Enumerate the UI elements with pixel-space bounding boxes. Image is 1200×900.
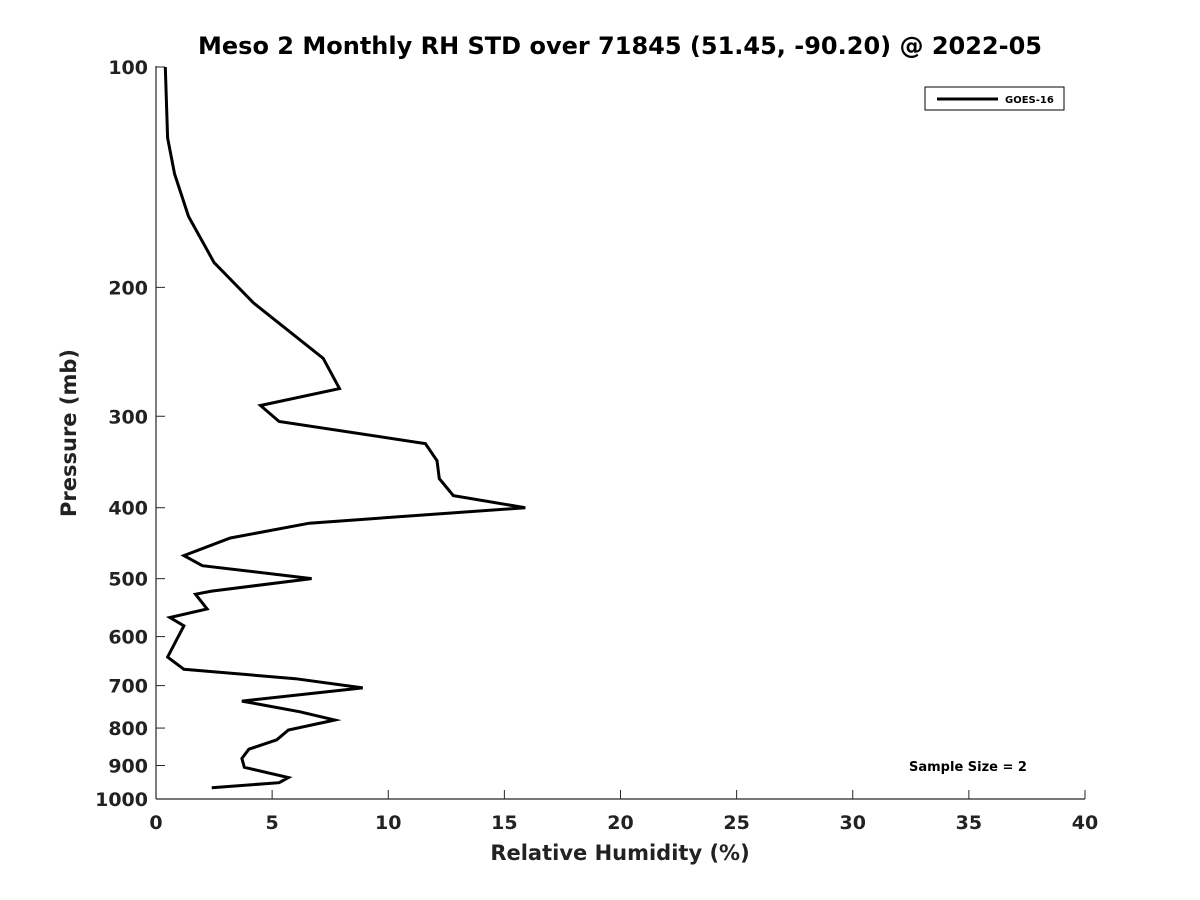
y-tick-label: 400 — [108, 498, 148, 520]
x-tick-label: 35 — [956, 812, 982, 834]
legend-label-goes-16: GOES-16 — [1005, 95, 1054, 106]
x-tick-label: 5 — [266, 812, 279, 834]
y-axis-label: Pressure (mb) — [57, 349, 81, 517]
y-tick-label: 800 — [108, 718, 148, 740]
x-tick-label: 20 — [607, 812, 633, 834]
x-tick-label: 40 — [1072, 812, 1098, 834]
y-tick-label: 600 — [108, 627, 148, 649]
legend: GOES-16 — [924, 86, 1065, 111]
x-tick-label: 0 — [149, 812, 162, 834]
y-tick-label: 1000 — [95, 789, 148, 811]
sample-size-annotation: Sample Size = 2 — [909, 760, 1027, 775]
plot-axes: 0 5 10 15 20 25 30 35 40 100 200 300 400 500 600 700 800… — [95, 57, 1098, 834]
y-tick-label: 300 — [108, 406, 148, 428]
x-axis-label: Relative Humidity (%) — [490, 841, 749, 865]
y-tick-label: 500 — [108, 569, 148, 591]
y-tick-label: 700 — [108, 676, 148, 698]
y-tick-label: 900 — [108, 756, 148, 778]
series-layer — [163, 66, 526, 790]
series-line-goes-16 — [163, 66, 526, 790]
x-tick-label: 30 — [840, 812, 866, 834]
y-tick-label: 200 — [108, 277, 148, 299]
x-tick-label: 10 — [375, 812, 401, 834]
y-tick-label: 100 — [108, 57, 148, 79]
chart-title: Meso 2 Monthly RH STD over 71845 (51.45,… — [198, 32, 1042, 60]
x-tick-label: 15 — [491, 812, 517, 834]
x-tick-label: 25 — [723, 812, 749, 834]
